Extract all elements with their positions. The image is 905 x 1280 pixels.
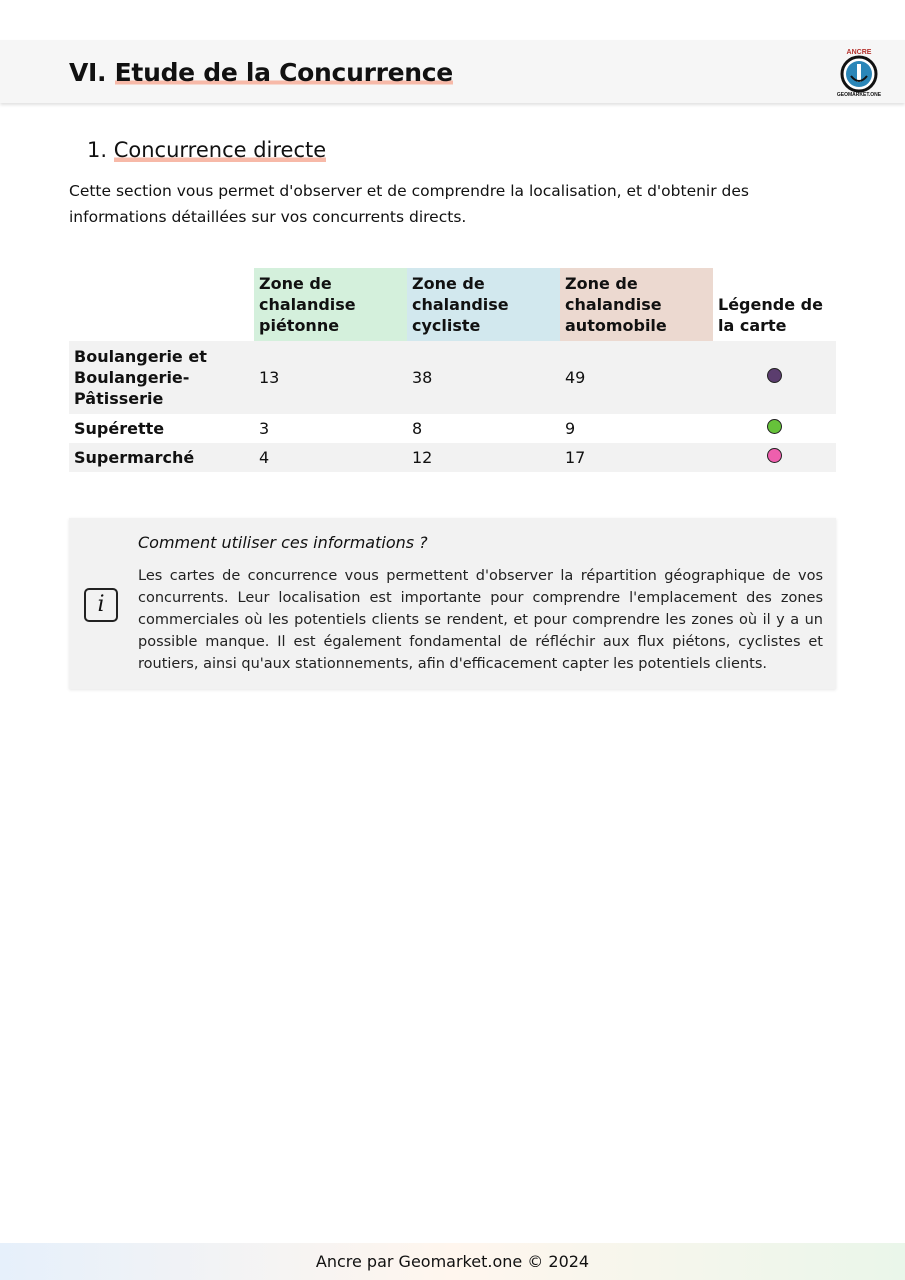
page-header: VI. Etude de la Concurrence ANCRE GEOMAR… [0, 40, 905, 103]
section-heading: 1. Concurrence directe [87, 138, 327, 162]
column-header: Zone de chalandise cycliste [407, 268, 560, 341]
column-header: Zone de chalandise piétonne [254, 268, 407, 341]
cell-automobile: 17 [560, 443, 713, 472]
cell-automobile: 9 [565, 419, 576, 438]
column-header: Légende de la carte [713, 268, 836, 341]
info-box: i Comment utiliser ces informations ? Le… [69, 518, 836, 689]
row-label: Supérette [74, 419, 165, 438]
column-header [69, 268, 254, 341]
table-header-row: Zone de chalandise piétonne Zone de chala… [69, 268, 836, 341]
legend-dot-icon [767, 368, 782, 383]
info-question: Comment utiliser ces informations ? [138, 533, 428, 552]
column-header: Zone de chalandise automobile [560, 268, 713, 341]
legend-dot-icon [767, 419, 782, 434]
legend-dot-icon [767, 448, 782, 463]
cell-pieton: 4 [254, 443, 407, 472]
cell-automobile: 49 [560, 341, 713, 414]
cell-cycliste: 38 [407, 341, 560, 414]
table-row: Supérette 3 8 9 [69, 414, 836, 443]
info-text: Les cartes de concurrence vous permetten… [138, 568, 823, 672]
legend-cell [713, 341, 836, 414]
info-icon: i [84, 588, 118, 622]
svg-text:ANCRE: ANCRE [847, 49, 872, 56]
cell-cycliste: 12 [407, 443, 560, 472]
page-title: VI. Etude de la Concurrence [69, 58, 453, 87]
ancre-logo: ANCRE GEOMARKET.ONE [837, 49, 882, 98]
row-label: Boulangerie et Boulangerie-Pâtisserie [69, 341, 254, 414]
svg-text:GEOMARKET.ONE: GEOMARKET.ONE [837, 92, 882, 98]
cell-pieton: 3 [259, 419, 270, 438]
table-row: Supermarché 4 12 17 [69, 443, 836, 472]
legend-cell [713, 414, 836, 443]
section-intro: Cette section vous permet d'observer et … [69, 182, 749, 226]
page-footer: Ancre par Geomarket.one © 2024 [0, 1243, 905, 1280]
cell-cycliste: 8 [412, 419, 423, 438]
legend-cell [713, 443, 836, 472]
competition-table: Zone de chalandise piétonne Zone de chala… [69, 268, 836, 472]
row-label: Supermarché [69, 443, 254, 472]
table-row: Boulangerie et Boulangerie-Pâtisserie 13 3… [69, 341, 836, 414]
cell-pieton: 13 [254, 341, 407, 414]
